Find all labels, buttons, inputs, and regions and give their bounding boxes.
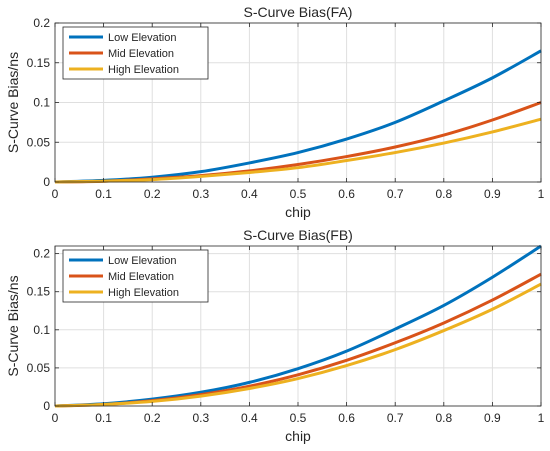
x-tick-label: 0.9 [484,187,501,201]
x-tick-label: 0.4 [241,187,258,201]
x-tick-label: 0.7 [387,411,404,425]
x-tick-label: 0.5 [290,411,307,425]
legend-label: Low Elevation [108,32,177,44]
x-tick-label: 0.6 [338,187,355,201]
x-tick-label: 0.9 [484,411,501,425]
chart-title: S-Curve Bias(FB) [243,227,353,243]
y-axis-label: S-Curve Bias/ns [5,52,21,153]
y-tick-label: 0.15 [27,56,51,70]
x-tick-label: 0.1 [95,411,112,425]
x-tick-label: 1 [538,411,545,425]
chart-title: S-Curve Bias(FA) [244,4,353,20]
x-tick-label: 0.8 [435,187,452,201]
x-tick-label: 0.3 [192,187,209,201]
legend: Low Elevation Mid Elevation High Elevation [62,249,209,303]
chart-panel-1: 0 0.1 0.2 0.3 0.4 0.5 0.6 0.7 0.8 0.9 1 0 0.05 0.1 0.1… [5,4,545,220]
x-tick-label: 0 [52,411,59,425]
legend-label: High Elevation [108,64,179,76]
legend-label: Mid Elevation [108,271,174,283]
x-axis-label: chip [285,428,311,444]
legend-label: High Elevation [108,287,179,299]
x-tick-label: 0.5 [290,187,307,201]
legend-label: Low Elevation [108,255,177,267]
y-tick-label: 0.15 [27,285,51,299]
y-tick-label: 0.05 [27,361,51,375]
x-tick-label: 0.3 [192,411,209,425]
y-tick-label: 0.2 [33,16,50,30]
y-tick-label: 0.1 [33,96,50,110]
x-tick-label: 0.2 [144,411,161,425]
legend-label: Mid Elevation [108,48,174,60]
x-tick-label: 0 [52,187,59,201]
y-tick-label: 0 [43,175,50,189]
x-axis-label: chip [285,204,311,220]
y-tick-label: 0.1 [33,323,50,337]
x-tick-label: 0.2 [144,187,161,201]
y-tick-label: 0.05 [27,135,51,149]
y-tick-label: 0 [43,399,50,413]
chart-panel-2: 0 0.1 0.2 0.3 0.4 0.5 0.6 0.7 0.8 0.9 1 0 0.05 0.1 0.1… [5,227,545,444]
series-line-high-elevation [54,117,542,184]
x-tick-label: 0.4 [241,411,258,425]
legend: Low Elevation Mid Elevation High Elevation [62,26,209,80]
y-tick-label: 0.2 [33,247,50,261]
x-tick-label: 0.6 [338,411,355,425]
y-axis-label: S-Curve Bias/ns [5,275,21,376]
x-tick-label: 1 [538,187,545,201]
x-tick-label: 0.8 [435,411,452,425]
x-tick-label: 0.7 [387,187,404,201]
series-line-high-elevation [54,282,542,408]
x-tick-label: 0.1 [95,187,112,201]
